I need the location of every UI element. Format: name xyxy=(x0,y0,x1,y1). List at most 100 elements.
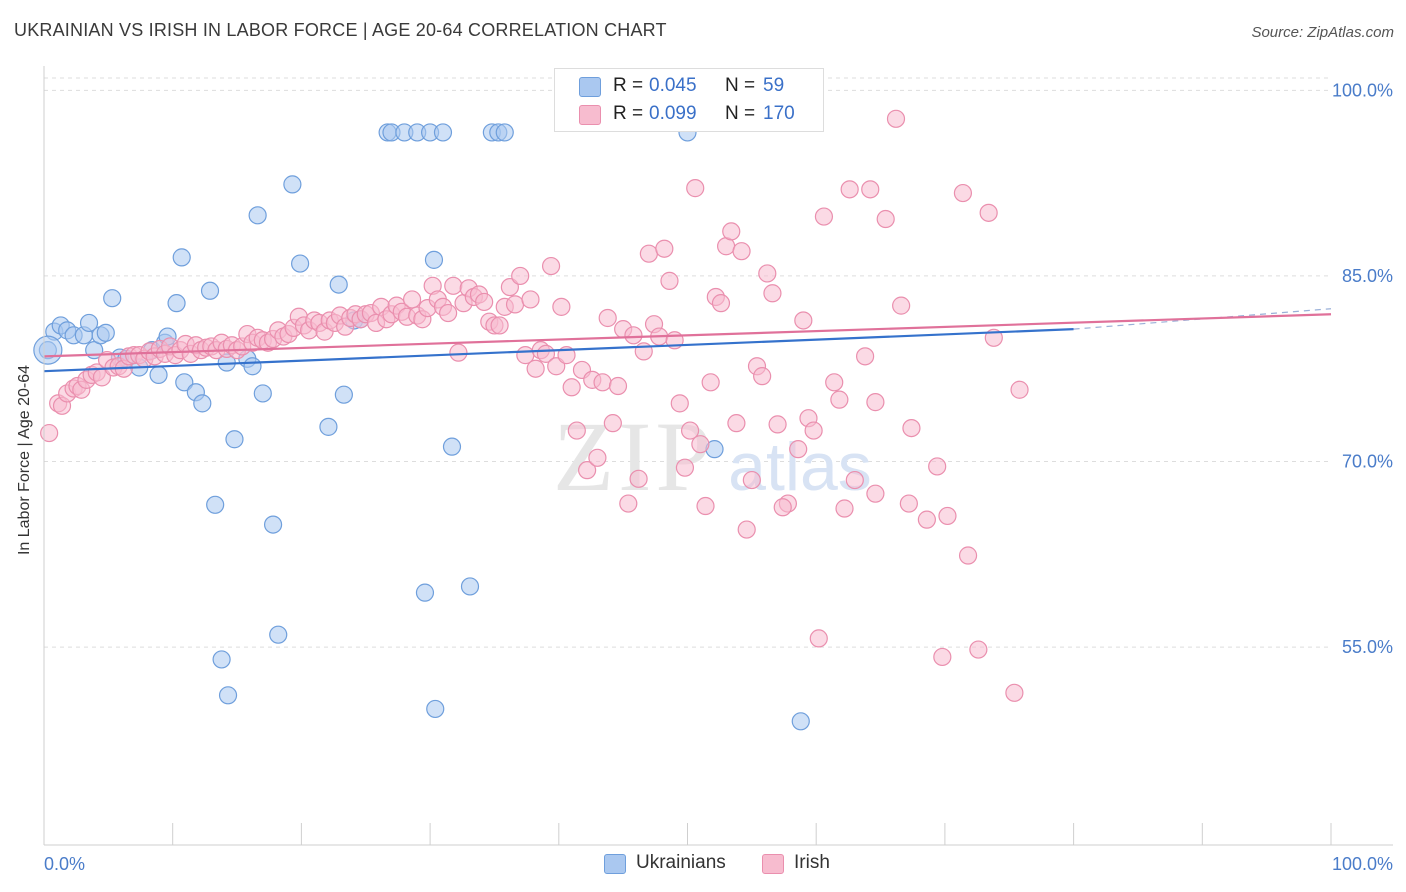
ukrainian-point xyxy=(212,650,231,669)
irish-point xyxy=(840,180,859,199)
irish-point xyxy=(562,378,581,397)
ukrainian-point xyxy=(172,248,191,267)
ukrainian-point xyxy=(248,206,267,225)
irish-point xyxy=(866,393,885,412)
irish-point xyxy=(768,415,787,434)
watermark-zip: ZIP xyxy=(553,401,715,512)
ukrainian-point xyxy=(193,394,212,413)
irish-point xyxy=(670,394,689,413)
ukrainian-point xyxy=(415,583,435,602)
ukrainian-point xyxy=(283,175,302,194)
x-tick-label-max: 100.0% xyxy=(1332,854,1393,874)
irish-point xyxy=(696,496,715,516)
irish-point xyxy=(490,316,509,335)
irish-point xyxy=(953,183,973,203)
irish-point xyxy=(567,421,586,440)
irish-point xyxy=(979,203,998,222)
irish-point xyxy=(578,461,597,480)
irish-point xyxy=(552,297,571,316)
irish-point xyxy=(763,284,782,303)
irish-point xyxy=(511,266,530,286)
ukrainians-swatch xyxy=(579,77,601,97)
irish-point xyxy=(598,308,617,328)
irish-point xyxy=(711,294,731,313)
ukrainian-point xyxy=(218,686,238,705)
ukrainians-r-value: 0.045 xyxy=(649,75,697,96)
ukrainian-point-large xyxy=(33,335,63,365)
irish-point xyxy=(737,520,756,539)
ukrainians-n-value: 59 xyxy=(763,75,785,96)
irish-point xyxy=(899,494,918,513)
irish-point xyxy=(701,373,720,392)
ukrainian-point xyxy=(495,123,514,142)
ukrainian-point xyxy=(175,373,194,392)
irish-point xyxy=(521,290,540,309)
irish-n-value: 170 xyxy=(763,103,795,124)
legend-row-ukrainians: R = 0.045 N = 59 xyxy=(555,73,823,99)
ukrainian-point xyxy=(291,254,310,273)
irish-point xyxy=(439,303,458,323)
irish-point xyxy=(588,448,607,467)
irish-trend-line xyxy=(43,313,1332,358)
ukrainian-point xyxy=(206,495,225,514)
ukrainian-point xyxy=(149,365,168,385)
ukrainian-point xyxy=(225,430,244,449)
source-credit: Source: ZipAtlas.com xyxy=(1251,24,1394,41)
irish-point xyxy=(727,414,746,433)
axes: 55.0% 70.0% 85.0% 100.0% 0.0% 100.0% xyxy=(43,66,1393,874)
irish-point xyxy=(742,470,761,490)
irish-point xyxy=(722,222,741,241)
ukrainian-point xyxy=(460,577,480,596)
ukrainian-point xyxy=(200,281,220,300)
irish-point xyxy=(593,373,612,392)
irish-point xyxy=(794,311,813,330)
ukrainian-point xyxy=(243,357,262,376)
irish-point xyxy=(40,423,59,443)
irish-point xyxy=(835,499,854,518)
ukrainian-point xyxy=(79,313,99,333)
x-tick-label-min: 0.0% xyxy=(44,854,85,874)
irish-r-label: R = xyxy=(613,103,644,124)
irish-point xyxy=(732,242,751,261)
irish-point xyxy=(928,457,947,476)
ukrainian-point xyxy=(167,294,186,313)
stats-legend: R = 0.045 N = 59 R = 0.099 N = 170 xyxy=(554,68,824,132)
irish-point xyxy=(624,326,643,345)
irish-point xyxy=(933,647,952,667)
ukrainian-point xyxy=(329,275,348,294)
ukrainians-n-label: N = xyxy=(725,75,756,96)
irish-point xyxy=(444,276,463,295)
watermark: ZIP atlas xyxy=(553,401,872,512)
irish-point xyxy=(505,295,525,314)
irish-point xyxy=(402,290,422,309)
irish-point xyxy=(886,109,906,128)
points-layer xyxy=(33,109,1029,731)
irish-point xyxy=(758,264,777,283)
ukrainian-point xyxy=(263,515,283,534)
y-tick-label: 85.0% xyxy=(1342,266,1393,286)
irish-point xyxy=(680,421,700,440)
irish-point xyxy=(892,296,911,315)
irish-point xyxy=(876,209,895,229)
irish-point xyxy=(541,256,561,276)
irish-point xyxy=(917,510,936,529)
irish-point xyxy=(958,546,978,565)
ukrainians-r-label: R = xyxy=(613,75,644,96)
irish-point xyxy=(825,373,844,392)
irish-point xyxy=(809,629,828,648)
ukrainian-point xyxy=(253,384,272,403)
ukrainian-point xyxy=(96,323,115,342)
ukrainian-point xyxy=(433,123,453,142)
ukrainian-point xyxy=(791,712,810,731)
irish-point xyxy=(660,271,679,290)
irish-point xyxy=(475,292,494,312)
irish-point xyxy=(861,180,880,199)
ukrainians-legend-swatch xyxy=(604,854,626,874)
irish-point xyxy=(449,343,468,362)
ukrainian-point xyxy=(442,437,462,456)
irish-point xyxy=(608,376,628,396)
irish-point xyxy=(547,357,566,376)
irish-point xyxy=(856,347,875,366)
y-tick-label: 55.0% xyxy=(1342,637,1393,657)
irish-legend-swatch xyxy=(762,854,784,874)
